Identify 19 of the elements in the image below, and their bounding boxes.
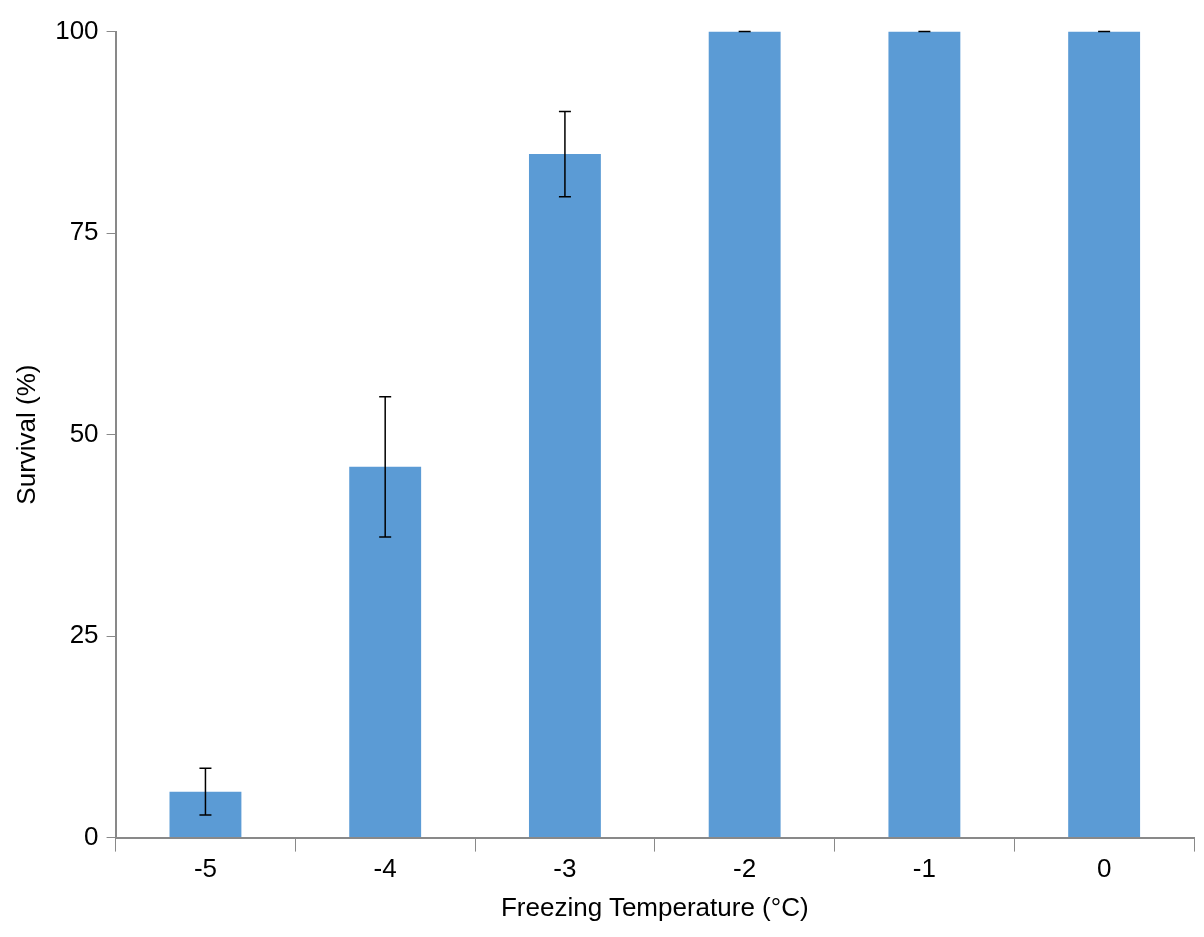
y-axis-title: Survival (%) [10, 364, 41, 505]
y-tick-label: 75 [69, 216, 99, 247]
bar [349, 466, 422, 838]
x-tick-label: -2 [733, 853, 757, 884]
y-tick-label: 50 [69, 417, 99, 448]
x-tick-label: -5 [193, 853, 218, 884]
bar [169, 791, 242, 838]
bar [528, 154, 601, 838]
bar [1068, 31, 1141, 838]
x-tick-label: -1 [912, 853, 936, 884]
y-tick-label: 25 [69, 619, 99, 650]
x-tick-label: -3 [553, 853, 577, 884]
bar [888, 31, 961, 838]
x-tick-label: 0 [1096, 853, 1112, 884]
y-tick-label: 0 [84, 820, 99, 851]
x-tick-label: -4 [373, 853, 397, 884]
bar [708, 31, 781, 838]
x-axis-title: Freezing Temperature (°C) [500, 891, 809, 922]
y-tick-label: 100 [55, 14, 99, 45]
